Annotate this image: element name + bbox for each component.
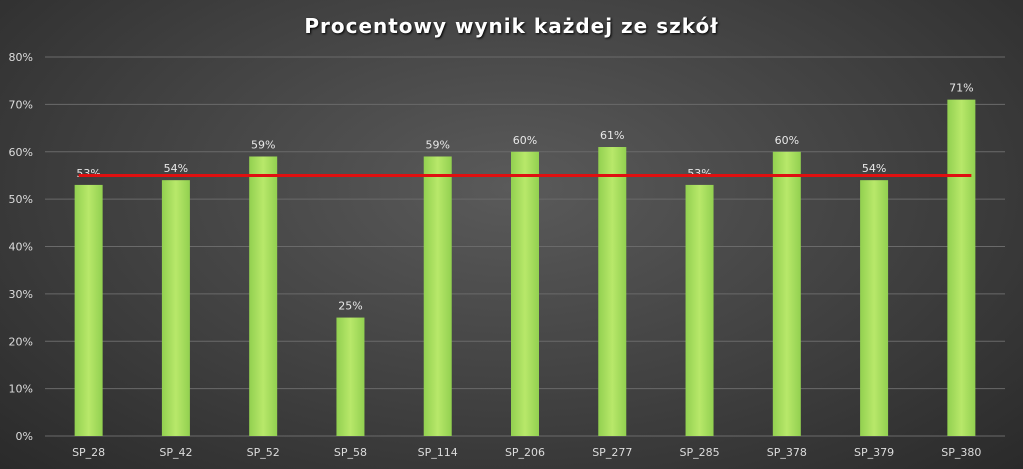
- chart-title: Procentowy wynik każdej ze szkół: [304, 14, 719, 38]
- data-label: 53%: [687, 167, 711, 180]
- data-label: 54%: [862, 162, 886, 175]
- bar-SP_206: [511, 151, 539, 436]
- y-tick-label: 30%: [9, 288, 33, 301]
- y-tick-label: 40%: [9, 241, 33, 254]
- bars: [74, 99, 976, 437]
- bar-SP_380: [947, 99, 976, 436]
- x-tick-label: SP_58: [334, 446, 367, 459]
- bar-SP_114: [423, 156, 452, 437]
- data-label: 60%: [513, 134, 537, 147]
- bar-SP_42: [161, 180, 190, 436]
- x-tick-label: SP_114: [418, 446, 458, 459]
- data-label: 59%: [426, 138, 450, 151]
- x-tick-label: SP_379: [854, 446, 894, 459]
- y-tick-label: 60%: [9, 146, 33, 159]
- y-tick-label: 80%: [9, 51, 33, 64]
- x-tick-label: SP_277: [592, 446, 632, 459]
- bar-SP_58: [336, 317, 365, 436]
- data-label: 71%: [949, 82, 973, 95]
- y-tick-label: 20%: [9, 335, 33, 348]
- data-label: 59%: [251, 138, 275, 151]
- x-tick-label: SP_28: [72, 446, 105, 459]
- x-tick-label: SP_380: [941, 446, 981, 459]
- y-tick-label: 70%: [9, 98, 33, 111]
- bar-SP_28: [74, 184, 103, 436]
- x-tick-label: SP_52: [247, 446, 280, 459]
- bar-SP_285: [685, 184, 714, 436]
- bar-SP_52: [249, 156, 278, 437]
- data-label: 60%: [775, 134, 799, 147]
- y-axis-ticks: 0% 10% 20% 30% 40% 50% 60% 70% 80%: [9, 51, 33, 443]
- x-tick-label: SP_285: [679, 446, 719, 459]
- bar-SP_378: [772, 151, 801, 436]
- bar-SP_379: [860, 180, 889, 436]
- x-tick-label: SP_42: [159, 446, 192, 459]
- data-label: 53%: [76, 167, 100, 180]
- y-tick-label: 10%: [9, 383, 33, 396]
- data-label: 25%: [338, 300, 362, 313]
- bar-SP_277: [598, 147, 627, 436]
- data-label: 54%: [164, 162, 188, 175]
- data-label: 61%: [600, 129, 624, 142]
- x-tick-label: SP_378: [767, 446, 807, 459]
- y-tick-label: 50%: [9, 193, 33, 206]
- x-tick-label: SP_206: [505, 446, 545, 459]
- y-tick-label: 0%: [16, 430, 33, 443]
- x-axis-ticks: SP_28 SP_42 SP_52 SP_58 SP_114 SP_206 SP_277 SP…: [72, 446, 981, 459]
